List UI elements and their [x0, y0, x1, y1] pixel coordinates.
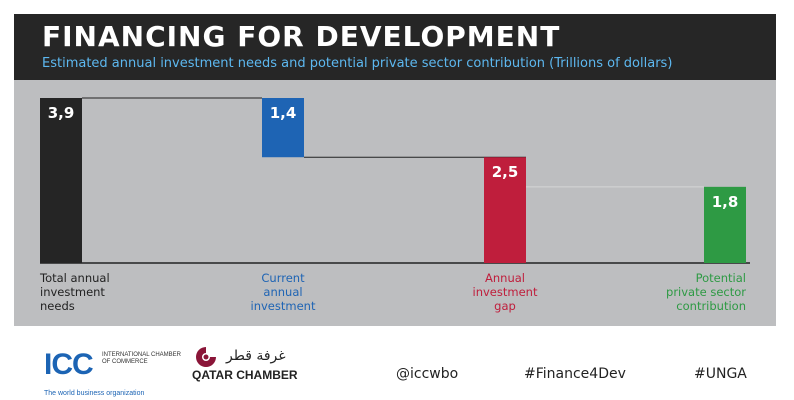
- bar: [40, 98, 82, 263]
- icc-logo-name: INTERNATIONAL CHAMBER OF COMMERCE: [102, 352, 182, 365]
- chart-header: FINANCING FOR DEVELOPMENT Estimated annu…: [14, 14, 776, 80]
- category-label: annual: [263, 285, 302, 299]
- twitter-handle[interactable]: @iccwbo: [396, 366, 459, 382]
- icc-logo[interactable]: ICC INTERNATIONAL CHAMBER OF COMMERCE Th…: [44, 348, 181, 397]
- category-label: Total annual: [39, 271, 110, 285]
- chart-title: FINANCING FOR DEVELOPMENT: [42, 20, 561, 53]
- qatar-chamber-arabic: غرفة قطر: [226, 348, 286, 364]
- bar-value-label: 2,5: [492, 163, 519, 181]
- bar-value-label: 3,9: [48, 104, 75, 122]
- bar-value-label: 1,8: [712, 193, 739, 211]
- category-label: needs: [40, 299, 75, 313]
- bar: [262, 98, 304, 158]
- category-label: private sector: [666, 285, 746, 299]
- category-label: gap: [494, 299, 516, 313]
- hashtag-finance4dev[interactable]: #Finance4Dev: [524, 366, 626, 382]
- qatar-chamber-name: QATAR CHAMBER: [192, 368, 298, 382]
- category-label: Potential: [696, 271, 746, 285]
- chart-subtitle: Estimated annual investment needs and po…: [42, 56, 673, 71]
- category-label: investment: [40, 285, 105, 299]
- icc-logo-tagline: The world business organization: [44, 390, 145, 397]
- bar: [704, 186, 746, 263]
- bar-value-label: 1,4: [270, 104, 297, 122]
- category-label: investment: [251, 299, 316, 313]
- qatar-chamber-emblem-icon: [196, 347, 216, 367]
- qatar-chamber-logo[interactable]: غرفة قطر QATAR CHAMBER: [192, 346, 332, 386]
- category-label: Current: [261, 271, 305, 285]
- chart-panel: 3,9 Total annual investment needs 1,4 Current…: [14, 80, 776, 326]
- category-label: Annual: [485, 271, 525, 285]
- hashtag-unga[interactable]: #UNGA: [694, 366, 747, 382]
- category-label: contribution: [676, 299, 746, 313]
- bar: [484, 157, 526, 263]
- category-label: investment: [473, 285, 538, 299]
- footer: ICC INTERNATIONAL CHAMBER OF COMMERCE Th…: [0, 330, 794, 400]
- icc-logo-mark: ICC: [44, 348, 94, 381]
